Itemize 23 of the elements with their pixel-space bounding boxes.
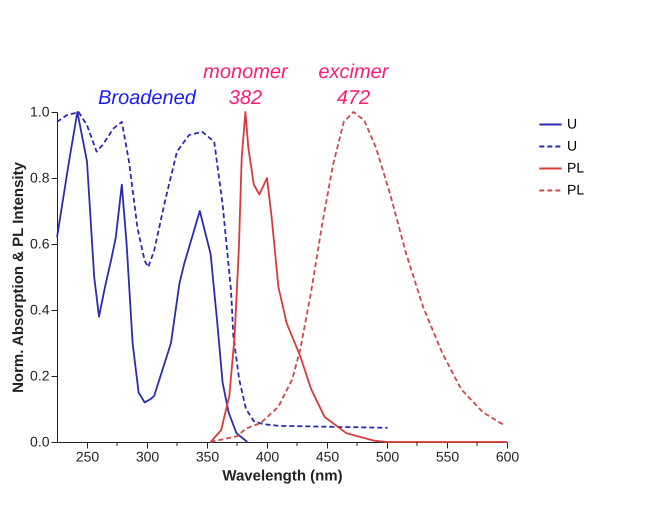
x-axis-title: Wavelength (nm) (222, 468, 343, 484)
y-tick-label: 0.0 (30, 434, 50, 450)
y-tick-label: 0.4 (30, 302, 50, 318)
y-tick-label: 0.2 (30, 368, 50, 384)
y-tick-label: 0.6 (30, 236, 50, 252)
annotation: excimer 472 (318, 61, 390, 109)
x-tick-label: 400 (256, 448, 280, 464)
y-tick-label: 0.8 (30, 170, 50, 186)
y-tick-label: 1.0 (30, 104, 50, 120)
x-tick-label: 600 (496, 448, 520, 464)
x-tick-label: 300 (136, 448, 160, 464)
x-tick-label: 250 (76, 448, 100, 464)
x-tick-label: 350 (196, 448, 220, 464)
legend-label: U (567, 116, 578, 132)
annotation: monomer 382 (203, 61, 289, 109)
legend-label: PL (567, 182, 584, 198)
x-tick-label: 500 (376, 448, 400, 464)
legend-label: U (567, 138, 578, 154)
y-axis-title: Norm. Absorption & PL Intensity (10, 161, 28, 393)
x-tick-label: 550 (436, 448, 460, 464)
text: Broadened (98, 87, 197, 109)
legend-label: PL (567, 160, 584, 176)
x-tick-label: 450 (316, 448, 340, 464)
